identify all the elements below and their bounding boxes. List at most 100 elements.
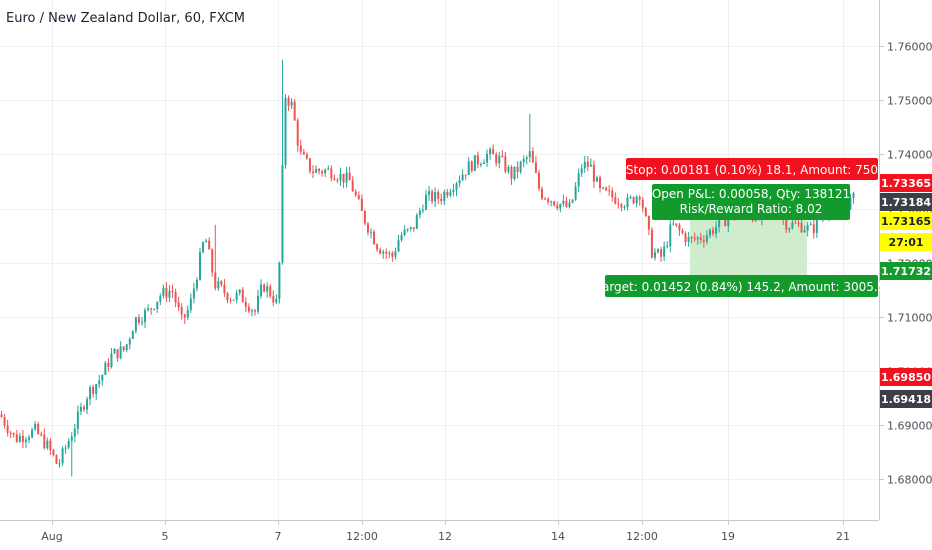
candle-body [46,440,49,449]
candle-body [147,308,150,310]
candle-body [257,295,260,312]
y-tick-label: 1.76000 [887,41,932,54]
candle-body [275,298,278,303]
candle-body [107,362,110,367]
candle-body [418,210,421,216]
candle-body [815,217,818,233]
candle-body [18,435,21,442]
candle-body [305,154,308,159]
price-tag-label: 1.73365 [881,177,931,190]
candle-body [86,399,89,410]
candle-body [89,387,92,400]
candle-body [272,296,275,303]
candle-body [128,338,131,345]
candle-body [339,173,342,181]
candle-body [715,227,718,234]
candle-body [180,307,183,315]
candle-body [131,331,134,339]
price-tag-label: 1.73184 [881,196,931,209]
candle-body [174,292,177,303]
candle-body [110,353,113,367]
candle-body [794,222,797,224]
candle-body [412,227,415,229]
candle-body [617,203,620,205]
candle-body [116,349,119,359]
candle-body [150,308,153,310]
candle-body [528,151,531,158]
candle-body [623,207,626,209]
candle-body [675,223,678,226]
candle-body [556,205,559,209]
candle-body [31,429,34,438]
candle-body [522,159,525,162]
candle-body [385,251,388,254]
time-axis[interactable]: Aug 5 7 12:00 12 14 12:00 19 21 [41,520,850,543]
candle-body [562,200,565,205]
candle-body [373,231,376,245]
candle-body [55,455,58,464]
candle-body [724,214,727,227]
candle-body [156,301,159,309]
symbol-title: Euro / New Zealand Dollar, 60, FXCM [6,11,245,26]
candle-body [266,286,269,292]
stop-label: Stop: 0.00181 (0.10%) 18.1, Amount: 750 [626,163,878,177]
candle-body [626,197,629,208]
candle-body [635,196,638,204]
candle-body [534,162,537,173]
candle-body [43,434,46,449]
candle-body [519,161,522,172]
candle-body [98,380,101,385]
candle-body [241,289,244,303]
candle-body [424,194,427,210]
candle-body [852,193,855,198]
candle-body [458,180,461,184]
candle-body [363,210,366,224]
candle-body [657,249,660,253]
pnl-label: Open P&L: 0.00058, Qty: 138121 [652,187,850,201]
position-tool[interactable]: Stop: 0.00181 (0.10%) 18.1, Amount: 750 … [596,158,886,297]
candle-body [678,225,681,231]
price-tags: 1.73365 1.73184 1.73165 27:01 1.71732 1.69850… [880,174,932,408]
price-tag-bg [880,193,932,211]
stop-label-bg [626,158,878,180]
candle-body [144,309,147,323]
candle-body [718,218,721,228]
candle-body [183,314,186,318]
candle-body [287,97,290,106]
candle-body [699,237,702,241]
candle-body [525,157,528,160]
candle-body [189,298,192,310]
x-tick-label: 12 [438,530,452,543]
candle-body [461,174,464,181]
candle-body [342,173,345,183]
candle-body [559,204,562,209]
candle-body [366,223,369,233]
candle-body [599,177,602,189]
x-tick-label: 12:00 [626,530,658,543]
candle-body [101,374,104,381]
candle-body [370,231,373,233]
candle-body [421,209,424,211]
candle-body [290,101,293,106]
candle-body [809,224,812,226]
price-tag-bg [880,233,932,251]
price-tag-label: 1.71732 [881,265,931,278]
candle-body [247,306,250,312]
candle-body [650,229,653,258]
candle-body [592,164,595,182]
candle-body [52,449,55,456]
candle-body [397,240,400,252]
candle-body [629,197,632,199]
candle-body [464,174,467,176]
candle-body [702,240,705,242]
candle-body [553,201,556,206]
candle-body [67,440,70,448]
candle-body [333,178,336,180]
y-tick-label: 1.71000 [887,312,932,325]
candle-body [687,236,690,243]
candle-body [327,168,330,170]
candle-body [171,290,174,293]
candle-body [672,223,675,225]
